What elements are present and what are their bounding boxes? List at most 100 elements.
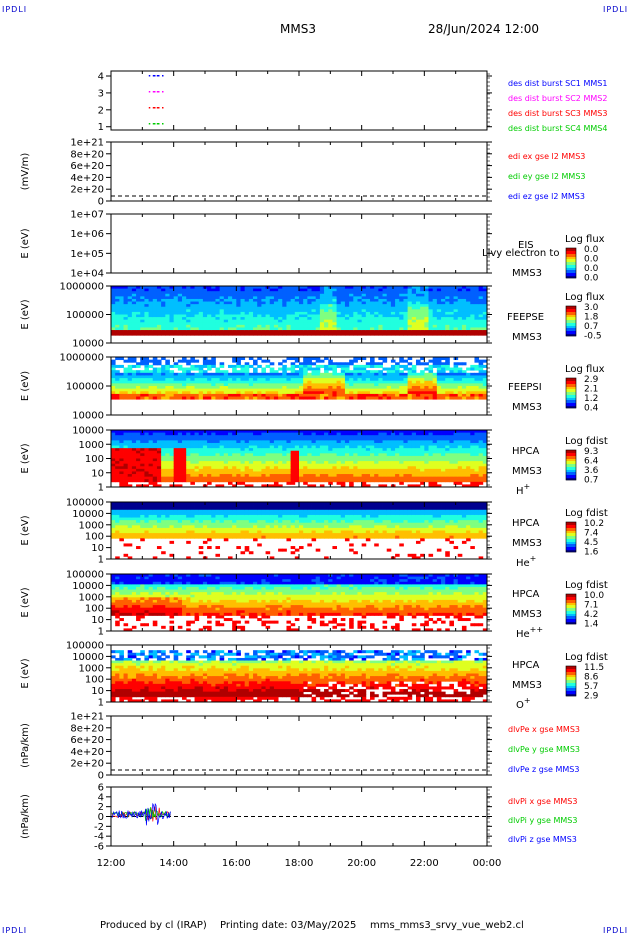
heat-cell	[199, 320, 204, 323]
heat-cell	[253, 362, 258, 365]
heat-cell	[408, 368, 413, 371]
heat-cell	[408, 381, 413, 384]
heat-cell	[395, 389, 400, 392]
heat-cell	[391, 370, 396, 373]
heat-cell	[424, 289, 429, 292]
heat-cell	[257, 448, 262, 451]
heat-cell	[424, 381, 429, 384]
heat-cell	[174, 291, 179, 294]
heat-cell	[274, 440, 279, 443]
heat-cell	[408, 330, 413, 333]
heat-cell	[399, 309, 404, 312]
heat-cell	[149, 482, 154, 485]
colorbar-title: Log flux	[565, 234, 605, 245]
heat-cell	[257, 304, 262, 307]
heat-cell	[345, 373, 350, 376]
heat-cell	[257, 294, 262, 297]
heat-cell	[454, 309, 459, 312]
heat-cell	[190, 360, 195, 363]
heat-cell	[454, 289, 459, 292]
heat-cell	[395, 448, 400, 451]
heat-cell	[454, 325, 459, 328]
heat-cell	[157, 315, 162, 318]
heat-cell	[370, 320, 375, 323]
heat-cell	[399, 299, 404, 302]
heat-cell	[424, 477, 429, 480]
heat-cell	[182, 325, 187, 328]
heat-cell	[324, 389, 329, 392]
heat-cell	[349, 477, 354, 480]
heat-cell	[220, 474, 225, 477]
heat-cell	[362, 307, 367, 310]
legend-burst-1: des dist burst SC1 MMS1	[508, 79, 607, 88]
heat-cell	[378, 373, 383, 376]
heat-cell	[349, 294, 354, 297]
y-tick-label: 2e+20	[70, 759, 104, 770]
heat-cell	[169, 389, 174, 392]
heat-cell	[403, 435, 408, 438]
heat-cell	[383, 456, 388, 459]
heat-cell	[266, 471, 271, 474]
heat-cell	[169, 471, 174, 474]
heat-cell	[466, 325, 471, 328]
heat-cell	[199, 383, 204, 386]
heat-cell	[257, 386, 262, 389]
heat-cell	[282, 322, 287, 325]
heat-cell	[387, 375, 392, 378]
heat-cell	[124, 370, 129, 373]
heat-cell	[416, 307, 421, 310]
heat-cell	[441, 386, 446, 389]
heat-cell	[445, 304, 450, 307]
heat-cell	[241, 459, 246, 462]
heat-cell	[207, 440, 212, 443]
heat-cell	[257, 433, 262, 436]
heat-cell	[249, 474, 254, 477]
heat-cell	[320, 435, 325, 438]
heat-cell	[291, 370, 296, 373]
heat-cell	[395, 456, 400, 459]
heat-cell	[291, 375, 296, 378]
heat-cell	[144, 289, 149, 292]
heat-cell	[316, 365, 321, 368]
heat-cell	[320, 375, 325, 378]
heat-cell	[132, 322, 137, 325]
heat-cell	[399, 443, 404, 446]
heat-cell	[374, 386, 379, 389]
heat-cell	[249, 453, 254, 456]
heat-cell	[182, 451, 187, 454]
heat-cell	[399, 315, 404, 318]
heat-cell	[232, 330, 237, 333]
heat-cell	[449, 325, 454, 328]
heat-cell	[211, 464, 216, 467]
heat-cell	[337, 330, 342, 333]
heat-cell	[307, 320, 312, 323]
y-axis-label: E (eV)	[20, 228, 31, 258]
heat-cell	[203, 461, 208, 464]
heat-cell	[153, 383, 158, 386]
heat-cell	[307, 368, 312, 371]
heat-cell	[266, 333, 271, 336]
heat-cell	[270, 451, 275, 454]
heat-cell	[303, 469, 308, 472]
heat-cell	[470, 304, 475, 307]
heat-cell	[157, 446, 162, 449]
heat-cell	[449, 294, 454, 297]
heat-cell	[416, 456, 421, 459]
heat-cell	[278, 479, 283, 482]
heat-cell	[408, 451, 413, 454]
heat-cell	[144, 368, 149, 371]
heat-cell	[220, 378, 225, 381]
heat-cell	[479, 378, 484, 381]
heat-cell	[412, 438, 417, 441]
heat-cell	[324, 322, 329, 325]
heat-cell	[195, 446, 200, 449]
heat-cell	[232, 479, 237, 482]
heat-cell	[441, 365, 446, 368]
heat-cell	[395, 464, 400, 467]
heat-cell	[403, 438, 408, 441]
heat-cell	[178, 459, 183, 462]
heat-cell	[403, 440, 408, 443]
heat-cell	[140, 375, 145, 378]
heat-cell	[454, 368, 459, 371]
heat-cell	[211, 330, 216, 333]
